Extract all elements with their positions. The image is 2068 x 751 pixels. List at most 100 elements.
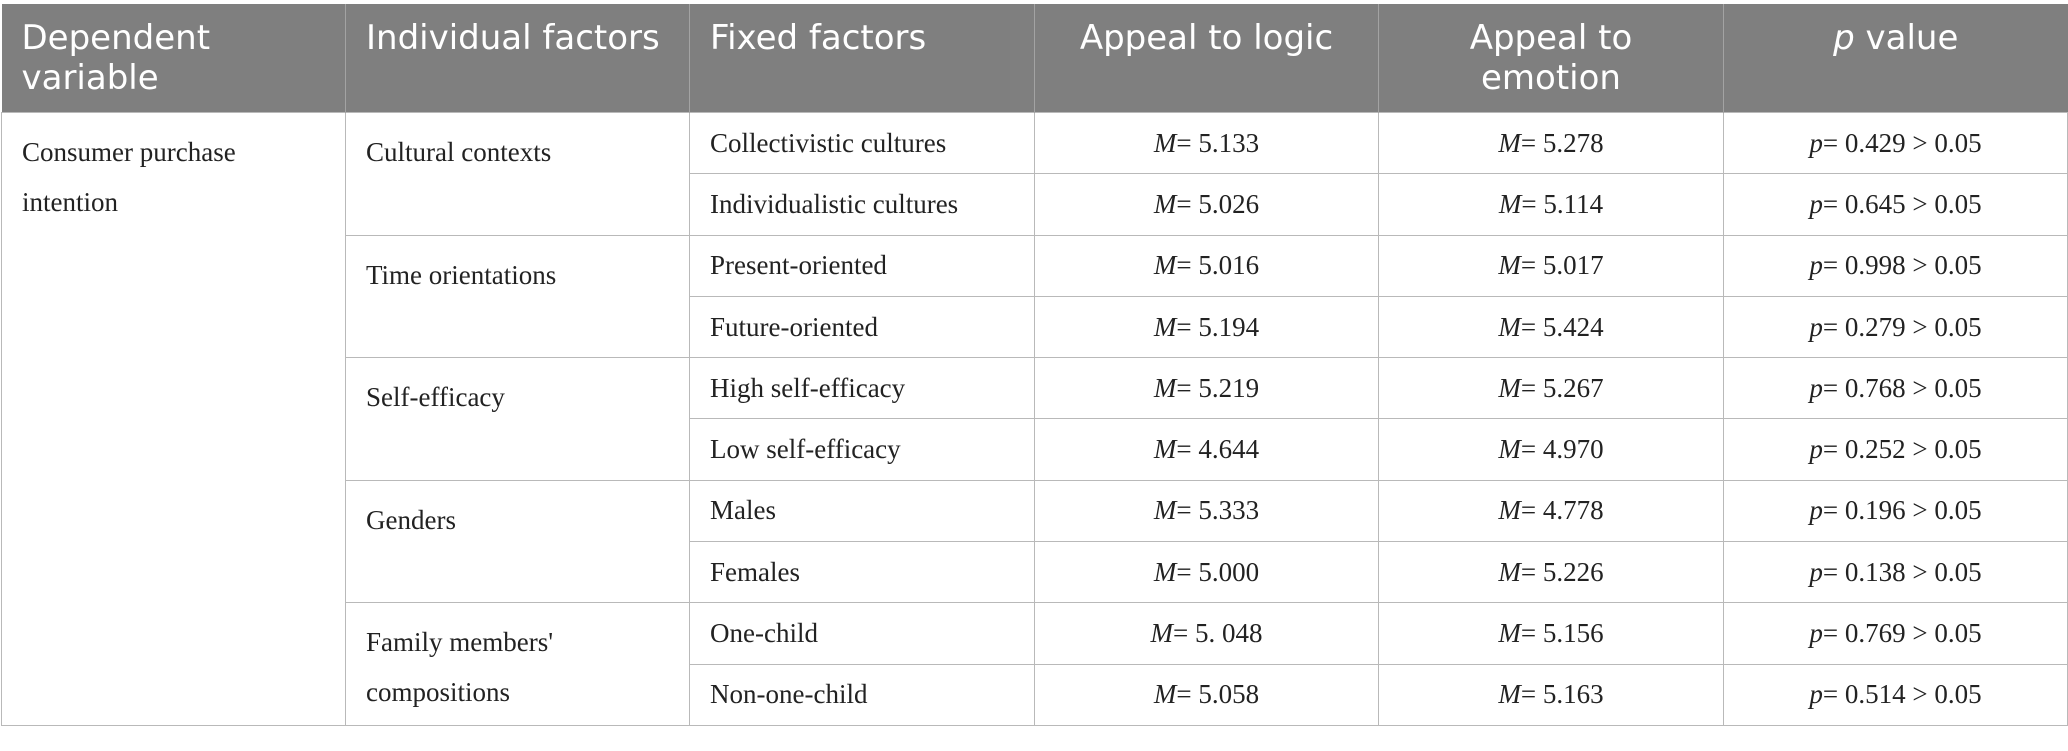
value: = 5.058 — [1176, 679, 1260, 710]
appeal-to-logic-cell: M= 5.026 — [1034, 173, 1379, 236]
table-row: Individualistic cultures M= 5.026 M= 5.114… — [2, 173, 2068, 236]
value: = 0.769 > 0.05 — [1822, 618, 1982, 649]
table-body: Consumer purchase intention Cultural cont… — [1, 111, 2068, 726]
symbol: M — [1150, 618, 1174, 649]
value: = 5. 048 — [1173, 618, 1263, 649]
value: = 4.970 — [1520, 434, 1604, 465]
value: = 5.267 — [1520, 372, 1604, 403]
symbol: M — [1498, 618, 1521, 649]
header-fixed-factors: Fixed factors — [689, 4, 1035, 113]
dependent-variable-cell: Consumer purchase intention — [1, 112, 346, 726]
header-appeal-to-logic: Appeal to logic — [1034, 4, 1379, 113]
table-row: Self-efficacy High self-efficacy M= 5.219 M… — [2, 357, 2068, 481]
value: = 0.252 > 0.05 — [1822, 434, 1982, 465]
appeal-to-logic-cell: M= 4.644 — [1034, 418, 1379, 481]
p-value-cell: p= 0.138 > 0.05 — [1723, 541, 2068, 604]
header-p-label: value — [1854, 18, 1959, 58]
appeal-to-logic-cell: M= 5.219 — [1034, 357, 1379, 420]
individual-factor-cell: Cultural contexts — [345, 112, 690, 236]
symbol: p — [1809, 188, 1823, 219]
value: = 5.194 — [1176, 311, 1260, 342]
results-table: Dependent variable Individual factors Fi… — [1, 4, 2068, 726]
header-individual-factors: Individual factors — [345, 4, 690, 113]
fixed-factor-cell: Females — [689, 541, 1035, 604]
appeal-to-logic-cell: M= 5.000 — [1034, 541, 1379, 604]
table-row: Females M= 5.000 M= 5.226 p= 0.138 > 0.05 — [2, 541, 2068, 604]
table-row: Consumer purchase intention Cultural cont… — [1, 111, 2068, 726]
appeal-to-emotion-cell: M= 5.163 — [1378, 663, 1724, 726]
value: = 5.219 — [1176, 372, 1260, 403]
symbol: M — [1153, 434, 1177, 465]
symbol: M — [1153, 188, 1177, 219]
p-value-cell: p= 0.252 > 0.05 — [1723, 418, 2068, 481]
value: = 5.016 — [1176, 250, 1260, 281]
fixed-factor-cell: Collectivistic cultures — [689, 111, 1035, 175]
appeal-to-emotion-cell: M= 5.226 — [1378, 541, 1724, 604]
value: = 0.645 > 0.05 — [1822, 188, 1982, 219]
fixed-factor-cell: Present-oriented — [689, 234, 1035, 297]
symbol: M — [1498, 311, 1521, 342]
individual-factor-cell: Time orientations — [345, 234, 690, 359]
appeal-to-logic-cell: M= 5.194 — [1034, 295, 1379, 359]
value: = 5.424 — [1520, 311, 1604, 342]
appeal-to-logic-cell: M= 5. 048 — [1034, 602, 1379, 665]
appeal-to-emotion-cell: M= 4.778 — [1378, 479, 1724, 543]
header-dependent-variable: Dependent variable — [1, 4, 346, 113]
value: = 5.333 — [1176, 495, 1260, 526]
symbol: M — [1153, 495, 1177, 526]
table-row: Non-one-child M= 5.058 M= 5.163 p= 0.514 > … — [2, 663, 2068, 726]
symbol: M — [1153, 311, 1177, 342]
value: = 4.644 — [1176, 434, 1260, 465]
table-row: Low self-efficacy M= 4.644 M= 4.970 p= 0.25… — [2, 418, 2068, 481]
symbol: p — [1809, 127, 1823, 158]
appeal-to-emotion-cell: M= 5.267 — [1378, 357, 1724, 420]
p-value-cell: p= 0.514 > 0.05 — [1723, 663, 2068, 726]
value: = 0.514 > 0.05 — [1822, 679, 1982, 710]
header-p-value: p value — [1723, 4, 2068, 113]
symbol: M — [1498, 434, 1521, 465]
symbol: p — [1809, 556, 1823, 587]
p-value-cell: p= 0.429 > 0.05 — [1723, 111, 2068, 175]
appeal-to-logic-cell: M= 5.058 — [1034, 663, 1379, 726]
p-value-cell: p= 0.769 > 0.05 — [1723, 602, 2068, 665]
value: = 5.026 — [1176, 188, 1260, 219]
value: = 0.768 > 0.05 — [1822, 372, 1982, 403]
value: = 5.226 — [1520, 556, 1604, 587]
appeal-to-logic-cell: M= 5.333 — [1034, 479, 1379, 543]
symbol: p — [1809, 434, 1823, 465]
symbol: M — [1153, 250, 1177, 281]
symbol: M — [1153, 556, 1177, 587]
appeal-to-emotion-cell: M= 5.156 — [1378, 602, 1724, 665]
fixed-factor-cell: Males — [689, 479, 1035, 543]
appeal-to-logic-cell: M= 5.133 — [1034, 111, 1379, 175]
value: = 0.138 > 0.05 — [1822, 556, 1982, 587]
header-appeal-to-emotion: Appeal to emotion — [1378, 4, 1724, 113]
individual-factor-cell: Self-efficacy — [345, 357, 690, 481]
p-value-cell: p= 0.196 > 0.05 — [1723, 479, 2068, 543]
symbol: p — [1809, 250, 1823, 281]
value: = 5.133 — [1176, 127, 1260, 158]
value: = 0.196 > 0.05 — [1822, 495, 1982, 526]
appeal-to-emotion-cell: M= 4.970 — [1378, 418, 1724, 481]
value: = 5.000 — [1176, 556, 1260, 587]
symbol: M — [1498, 372, 1521, 403]
symbol: M — [1498, 188, 1522, 219]
symbol: M — [1153, 679, 1177, 710]
fixed-factor-cell: Low self-efficacy — [689, 418, 1035, 481]
fixed-factor-cell: One-child — [689, 602, 1035, 665]
symbol: p — [1809, 311, 1823, 342]
p-value-cell: p= 0.645 > 0.05 — [1723, 173, 2068, 236]
p-value-cell: p= 0.279 > 0.05 — [1723, 295, 2068, 359]
symbol: M — [1153, 127, 1177, 158]
p-value-cell: p= 0.768 > 0.05 — [1723, 357, 2068, 420]
table-row: Future-oriented M= 5.194 M= 5.424 p= 0.279 … — [2, 295, 2068, 359]
appeal-to-emotion-cell: M= 5.278 — [1378, 111, 1724, 175]
fixed-factor-cell: High self-efficacy — [689, 357, 1035, 420]
value: = 0.279 > 0.05 — [1822, 311, 1982, 342]
value: = 5.114 — [1521, 188, 1604, 219]
value: = 0.998 > 0.05 — [1822, 250, 1982, 281]
symbol: M — [1498, 556, 1521, 587]
individual-factor-cell: Family members' compositions — [345, 602, 690, 726]
value: = 5.278 — [1520, 127, 1604, 158]
individual-factor-cell: Genders — [345, 479, 690, 604]
